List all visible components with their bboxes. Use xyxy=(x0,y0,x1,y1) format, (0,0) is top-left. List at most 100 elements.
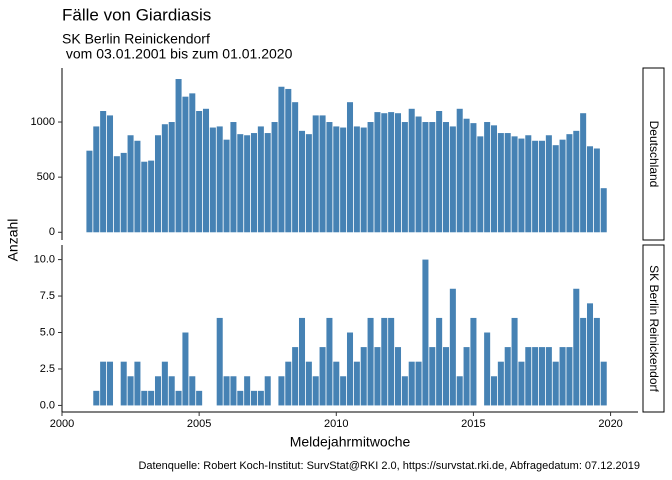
bar xyxy=(326,122,333,233)
bar xyxy=(100,111,107,233)
bar xyxy=(442,122,450,233)
bar xyxy=(388,317,395,406)
bar xyxy=(237,134,244,233)
x-tick-label: 2005 xyxy=(187,418,211,430)
chart-subtitle: vom 03.01.2001 bis zum 01.01.2020 xyxy=(62,46,293,62)
bar xyxy=(573,288,580,406)
bar xyxy=(353,361,360,406)
bar xyxy=(436,317,443,406)
bar xyxy=(175,79,182,233)
bar xyxy=(285,88,292,233)
bar xyxy=(511,317,518,406)
bar xyxy=(374,112,381,233)
bar xyxy=(182,96,189,233)
x-tick-label: 2015 xyxy=(461,418,485,430)
bar xyxy=(408,361,415,406)
bar xyxy=(127,376,134,406)
bar xyxy=(196,390,203,406)
bar xyxy=(477,136,484,233)
bar xyxy=(497,133,504,233)
bar xyxy=(120,361,127,406)
bar xyxy=(367,122,374,233)
bar xyxy=(141,161,148,233)
bar xyxy=(429,122,436,233)
bar xyxy=(580,113,587,233)
bar xyxy=(545,347,552,406)
y-tick-label: 0 xyxy=(49,226,55,238)
bar xyxy=(456,108,463,233)
bar xyxy=(182,332,189,406)
bar xyxy=(278,86,285,233)
y-tick-label: 7.5 xyxy=(40,290,55,302)
strip-label: SK Berlin Reinickendorf xyxy=(647,265,661,392)
bar xyxy=(333,126,340,233)
bar xyxy=(593,317,600,406)
bar xyxy=(504,347,511,406)
bar xyxy=(388,112,395,233)
bar xyxy=(600,188,607,233)
bar xyxy=(305,361,312,406)
y-tick-label: 500 xyxy=(37,171,55,183)
bar xyxy=(298,130,306,233)
bar xyxy=(346,332,354,406)
bar xyxy=(422,122,429,233)
bar xyxy=(230,122,237,233)
y-tick-label: 10.0 xyxy=(34,253,55,265)
bar xyxy=(244,135,251,233)
bar xyxy=(154,376,162,406)
chart-title: Fälle von Giardiasis xyxy=(62,5,211,24)
bar xyxy=(326,317,333,406)
bar xyxy=(381,317,388,406)
bar xyxy=(148,390,155,406)
bar xyxy=(470,317,477,406)
bar xyxy=(230,376,237,406)
bar xyxy=(353,126,360,233)
chart-subtitle: SK Berlin Reinickendorf xyxy=(62,31,210,47)
bar xyxy=(429,347,436,406)
bar xyxy=(381,113,388,233)
bar xyxy=(484,122,491,233)
bar xyxy=(305,134,312,233)
bar xyxy=(154,135,162,233)
bar xyxy=(525,135,532,233)
bar xyxy=(312,376,319,406)
bar xyxy=(319,115,326,233)
x-tick-label: 2010 xyxy=(324,418,348,430)
bar xyxy=(394,347,402,406)
bar xyxy=(189,376,196,406)
bar xyxy=(490,125,498,233)
strip xyxy=(642,244,665,413)
bar xyxy=(422,259,429,406)
strip xyxy=(642,67,665,241)
bar xyxy=(415,116,422,233)
bar xyxy=(559,139,566,233)
bar xyxy=(415,361,422,406)
bar xyxy=(209,127,216,233)
bar xyxy=(340,127,347,233)
y-tick-label: 2.5 xyxy=(40,363,55,375)
bar xyxy=(490,376,498,406)
bar xyxy=(559,347,566,406)
y-axis-label: Anzahl xyxy=(5,219,21,262)
bar xyxy=(518,138,525,233)
bar xyxy=(449,288,456,406)
bar xyxy=(367,317,374,406)
x-axis-label: Meldejahrmitwoche xyxy=(290,434,411,450)
bar xyxy=(271,122,278,233)
bar xyxy=(257,126,264,233)
strip-label: Deutschland xyxy=(647,121,661,188)
bar xyxy=(401,376,408,406)
bar xyxy=(436,111,443,233)
bar xyxy=(202,108,210,233)
bar xyxy=(168,376,175,406)
bar xyxy=(319,347,326,406)
bar xyxy=(264,376,271,406)
bar xyxy=(442,347,450,406)
bar xyxy=(134,140,141,233)
bar xyxy=(408,108,415,233)
bar xyxy=(456,376,463,406)
bar xyxy=(223,139,230,233)
bar xyxy=(360,127,367,233)
bar xyxy=(346,102,354,233)
